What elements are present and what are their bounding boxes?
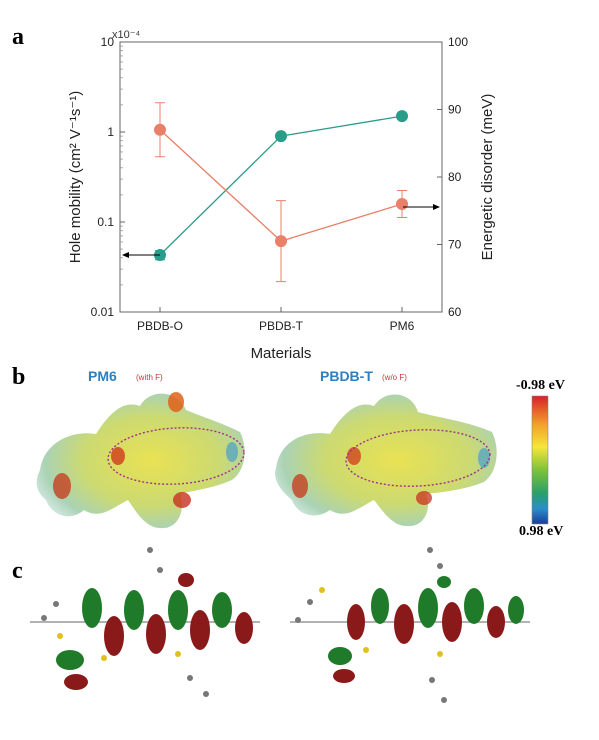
x-tick-label: PBDB-O <box>137 319 183 333</box>
colorbar-top-label: -0.98 eV <box>516 378 565 393</box>
molecular-renderings <box>30 392 549 703</box>
y-right-tick-label: 70 <box>448 238 462 252</box>
y-left-tick-label: 10 <box>101 35 115 49</box>
pbdbt-title: PBDB-T <box>320 368 373 384</box>
x-tick-label: PM6 <box>390 319 415 333</box>
y-right-tick-label: 80 <box>448 170 462 184</box>
x-tick-label: PBDB-T <box>259 319 304 333</box>
colorbar-bottom-label: 0.98 eV <box>519 524 564 539</box>
data-point-left <box>396 110 408 123</box>
y-left-axis-label: Hole mobility (cm² V⁻¹s⁻¹) <box>67 91 84 264</box>
pbdbt-orbital-rendering <box>290 547 530 703</box>
colorbar <box>531 395 549 525</box>
y-left-tick-label: 0.1 <box>97 215 114 229</box>
pm6-subtitle: (with F) <box>136 373 163 382</box>
pbdbt-esp-surface <box>275 394 497 527</box>
pm6-orbital-rendering <box>30 547 260 697</box>
y-right-axis-label: Energetic disorder (meV) <box>479 94 496 261</box>
data-point-right <box>275 235 287 248</box>
data-point-right <box>154 123 166 136</box>
y-left-tick-label: 0.01 <box>91 305 115 319</box>
panel-label-a: a <box>12 24 24 50</box>
x-axis-label: Materials <box>251 345 312 360</box>
data-point-right <box>396 198 408 210</box>
pm6-esp-surface <box>36 392 245 529</box>
y-right-tick-label: 90 <box>448 103 462 117</box>
y-right-tick-label: 100 <box>448 35 468 49</box>
pbdbt-subtitle: (w/o F) <box>382 373 407 382</box>
y-left-multiplier: x10⁻⁴ <box>112 29 141 41</box>
pm6-title: PM6 <box>88 368 117 384</box>
panel-label-c: c <box>12 558 23 584</box>
pbdbt-backbone-ellipse <box>345 429 491 487</box>
left-series-arrow <box>122 252 160 258</box>
data-point-left <box>275 130 287 143</box>
mobility-disorder-chart: 10 1 0.1 0.01 100 90 80 70 60 PBDB-O PBDB-T PM6 x10… <box>67 29 496 360</box>
y-right-tick-label: 60 <box>448 305 462 319</box>
y-left-tick-label: 1 <box>107 125 114 139</box>
pm6-backbone-ellipse <box>107 427 245 485</box>
right-series-arrow <box>403 204 440 210</box>
panel-label-b: b <box>12 364 26 390</box>
